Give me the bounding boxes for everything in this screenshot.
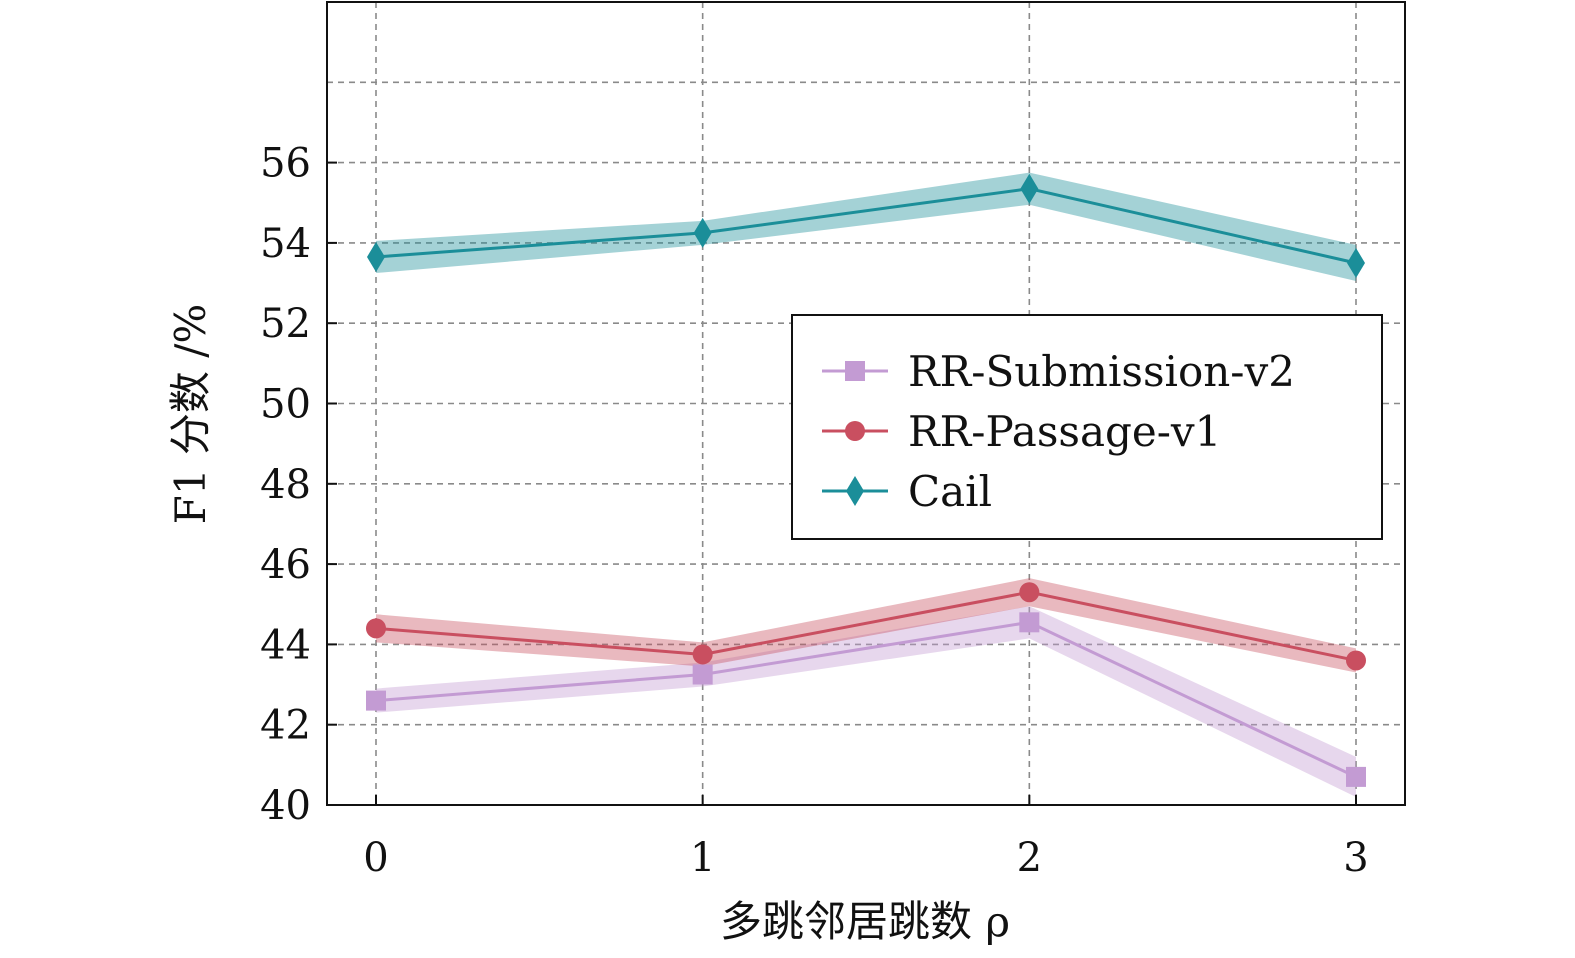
cail-point	[367, 241, 385, 272]
rr-passage-v1-point	[692, 644, 713, 665]
rr-submission-v2-point	[692, 664, 713, 685]
y-tick-label: 48	[260, 462, 311, 508]
cail-point	[1020, 173, 1039, 204]
legend-marker-rr-passage-v1	[845, 421, 865, 441]
x-axis-title: 多跳邻居跳数 ρ	[720, 897, 1010, 946]
y-tick-label: 44	[260, 622, 311, 668]
y-tick-label: 46	[260, 542, 311, 588]
rr-submission-v2-line	[375, 620, 1357, 779]
cail-line	[375, 187, 1357, 265]
legend-label-rr-passage-v1: RR-Passage-v1	[908, 407, 1221, 456]
rr-submission-v2-point	[1346, 766, 1366, 787]
cail-point	[693, 217, 712, 248]
y-tick-label: 50	[260, 382, 311, 428]
rr-submission-v2-band	[376, 606, 1356, 797]
x-tick-labels: 0 1 2 3	[363, 835, 1368, 881]
rr-passage-v1-point	[1346, 650, 1366, 671]
legend-label-cail: Cail	[908, 467, 992, 516]
x-tick-label: 3	[1343, 835, 1368, 881]
series-lines	[375, 187, 1357, 779]
y-tick-label: 56	[260, 141, 311, 187]
x-tick-label: 2	[1017, 835, 1042, 881]
rr-passage-v1-line	[375, 590, 1357, 662]
y-tick-label: 42	[260, 703, 311, 749]
legend-marker-cail	[846, 476, 864, 506]
y-axis-title: F1 分数 /%	[166, 304, 215, 525]
legend: RR-Submission-v2 RR-Passage-v1 Cail	[791, 314, 1383, 540]
rr-submission-v2-point	[1019, 612, 1040, 633]
y-tick-label: 54	[260, 221, 311, 267]
cail-band	[376, 172, 1356, 282]
x-tick-label: 1	[690, 835, 715, 881]
rr-passage-v1-point	[1019, 582, 1040, 603]
rr-passage-v1-point	[366, 618, 386, 639]
series-markers	[366, 173, 1366, 787]
rr-submission-v2-point	[366, 690, 386, 711]
y-tick-label: 40	[260, 783, 311, 829]
axis-ticks	[327, 161, 1357, 806]
x-tick-label: 0	[363, 835, 388, 881]
legend-marker-rr-submission-v2	[845, 361, 865, 381]
legend-label-rr-submission-v2: RR-Submission-v2	[908, 347, 1295, 396]
y-tick-label: 52	[260, 301, 311, 347]
legend-frame	[791, 314, 1383, 540]
y-tick-labels: 40 42 44 46 48 50 52 54 56	[260, 141, 311, 829]
cail-point	[1347, 247, 1365, 278]
